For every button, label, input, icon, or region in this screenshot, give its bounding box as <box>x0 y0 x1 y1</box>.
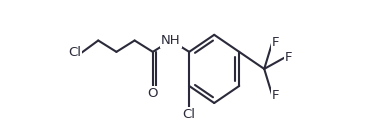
Text: F: F <box>272 36 280 49</box>
Text: F: F <box>272 89 280 102</box>
Text: Cl: Cl <box>183 108 196 121</box>
Text: O: O <box>148 87 158 100</box>
Text: F: F <box>285 51 292 64</box>
Text: Cl: Cl <box>68 47 81 59</box>
Text: NH: NH <box>161 34 181 47</box>
